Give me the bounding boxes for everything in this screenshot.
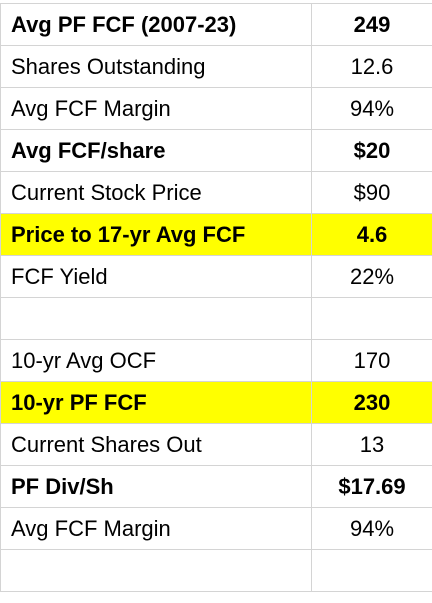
row-value: $20 — [312, 130, 432, 172]
row-value: 94% — [312, 508, 432, 550]
row-value: 170 — [312, 340, 432, 382]
empty-cell — [1, 298, 312, 340]
spacer-row — [1, 550, 432, 592]
row-label: Avg FCF/share — [1, 130, 312, 172]
empty-cell — [312, 550, 432, 592]
row-value: $90 — [312, 172, 432, 214]
row-value: 22% — [312, 256, 432, 298]
row-value: 13 — [312, 424, 432, 466]
table-row: Current Stock Price$90 — [1, 172, 432, 214]
table-row: Avg FCF/share$20 — [1, 130, 432, 172]
row-value: 12.6 — [312, 46, 432, 88]
spacer-row — [1, 298, 432, 340]
row-value: 4.6 — [312, 214, 432, 256]
row-label: Current Shares Out — [1, 424, 312, 466]
row-value: 230 — [312, 382, 432, 424]
table-row: Avg PF FCF (2007-23)249 — [1, 4, 432, 46]
row-label: Shares Outstanding — [1, 46, 312, 88]
table-row: PF Div/Sh$17.69 — [1, 466, 432, 508]
empty-cell — [312, 298, 432, 340]
row-label: Avg FCF Margin — [1, 88, 312, 130]
row-label: Avg FCF Margin — [1, 508, 312, 550]
row-value: 94% — [312, 88, 432, 130]
empty-cell — [1, 550, 312, 592]
row-value: $17.69 — [312, 466, 432, 508]
row-label: 10-yr PF FCF — [1, 382, 312, 424]
row-label: PF Div/Sh — [1, 466, 312, 508]
row-label: FCF Yield — [1, 256, 312, 298]
row-label: 10-yr Avg OCF — [1, 340, 312, 382]
row-label: Avg PF FCF (2007-23) — [1, 4, 312, 46]
row-label: Price to 17-yr Avg FCF — [1, 214, 312, 256]
row-value: 249 — [312, 4, 432, 46]
row-label: Current Stock Price — [1, 172, 312, 214]
